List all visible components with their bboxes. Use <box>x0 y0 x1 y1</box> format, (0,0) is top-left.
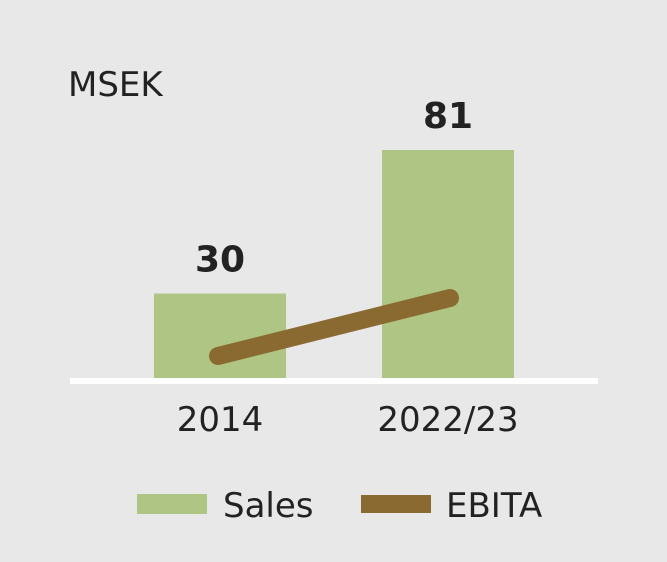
legend-swatch-sales <box>137 494 207 514</box>
unit-label: MSEK <box>68 65 164 105</box>
x-tick-label-2014: 2014 <box>177 400 264 440</box>
labels-group: 30 2014 81 2022/23 <box>177 96 519 440</box>
value-label-2014: 30 <box>195 240 245 281</box>
sales-bar-202223 <box>382 150 514 378</box>
legend-label-sales: Sales <box>223 486 314 526</box>
legend-swatch-ebita <box>361 495 431 513</box>
value-label-202223: 81 <box>423 96 473 137</box>
bars-group <box>154 150 514 378</box>
ebita-trend-line <box>209 289 459 365</box>
legend-label-ebita: EBITA <box>446 486 542 526</box>
legend: Sales EBITA <box>137 486 542 526</box>
ebita-line-group <box>209 289 459 365</box>
x-tick-label-202223: 2022/23 <box>377 400 518 440</box>
